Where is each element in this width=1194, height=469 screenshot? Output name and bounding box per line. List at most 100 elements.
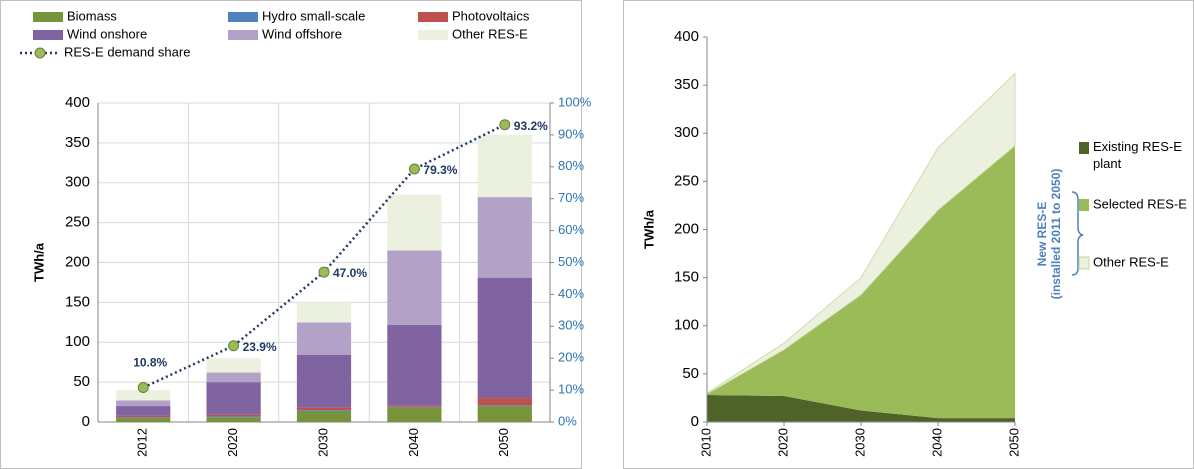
annotation: New RES-E	[1035, 202, 1049, 267]
x-tick-label: 2040	[929, 428, 944, 457]
y-tick-label: 250	[65, 214, 90, 231]
bar-segment	[387, 250, 442, 325]
bar-segment	[477, 406, 532, 422]
line-marker	[318, 266, 330, 278]
bar-segment	[296, 410, 352, 422]
x-tick-label: 2010	[698, 428, 713, 457]
y-tick-label: 350	[65, 134, 90, 151]
legend-label: Existing RES-E plant	[1093, 139, 1182, 171]
legend-swatch	[418, 12, 448, 22]
y-tick-label: 400	[674, 28, 699, 45]
y-tick-label: 250	[674, 172, 699, 189]
x-tick-label: 2050	[1006, 428, 1021, 457]
bar-segment	[206, 414, 261, 417]
line-marker	[408, 163, 420, 175]
legend-swatch	[1079, 199, 1089, 211]
bar-segment	[477, 277, 532, 399]
area	[707, 395, 1015, 422]
bar-segment	[206, 372, 261, 383]
bar-segment	[296, 407, 352, 411]
legend-label: Wind onshore	[67, 26, 147, 41]
bar-segment	[296, 302, 352, 323]
y2-tick-label: 50%	[558, 254, 584, 269]
bar-segment	[116, 417, 171, 419]
bar-segment	[116, 390, 171, 401]
legend-label: Wind offshore	[262, 26, 342, 41]
data-label: 10.8%	[133, 356, 167, 370]
legend-label: Selected RES-E	[1093, 196, 1187, 211]
bar-segment	[206, 382, 261, 415]
line-marker	[228, 340, 240, 352]
legend-swatch	[1078, 256, 1090, 270]
y2-tick-label: 30%	[558, 318, 584, 333]
bar-segment	[296, 355, 352, 408]
bar-segment	[477, 405, 532, 407]
y-tick-label: 200	[674, 220, 699, 237]
legend-marker	[34, 47, 46, 59]
line-marker	[499, 119, 511, 131]
line-marker	[137, 382, 149, 394]
legend-swatch	[418, 30, 448, 40]
bar-segment	[206, 358, 261, 373]
y-tick-label: 400	[65, 94, 90, 111]
bar-segment	[387, 406, 442, 408]
y-tick-label: 100	[674, 317, 699, 334]
data-label: 23.9%	[243, 340, 277, 354]
y2-tick-label: 60%	[558, 222, 584, 237]
data-label: 47.0%	[333, 266, 367, 280]
y2-tick-label: 70%	[558, 190, 584, 205]
bar-segment	[206, 417, 261, 422]
legend-swatch	[1079, 142, 1089, 154]
y-tick-label: 100	[65, 333, 90, 350]
y2-tick-label: 40%	[558, 286, 584, 301]
x-tick-label: 2030	[315, 428, 330, 457]
bar-segment	[116, 400, 171, 407]
y-tick-label: 0	[82, 413, 90, 430]
x-tick-label: 2020	[775, 428, 790, 457]
bar-segment	[206, 416, 261, 418]
y2-tick-label: 100%	[558, 94, 592, 109]
bar-segment	[387, 405, 442, 407]
y-tick-label: 150	[65, 293, 90, 310]
y2-tick-label: 90%	[558, 126, 584, 141]
bar-segment	[387, 324, 442, 406]
legend-label: Other RES-E	[452, 26, 528, 41]
legend-swatch	[33, 12, 63, 22]
data-label: 79.3%	[423, 163, 457, 177]
legend-label: Photovoltaics	[452, 8, 530, 23]
legend-label: Other RES-E	[1093, 254, 1169, 269]
y2-tick-label: 0%	[558, 413, 577, 428]
legend-swatch	[33, 30, 63, 40]
bar-segment	[477, 197, 532, 278]
y-tick-label: 300	[674, 124, 699, 141]
y-tick-label: 300	[65, 174, 90, 191]
y-tick-label: 50	[73, 373, 90, 390]
x-tick-label: 2050	[496, 428, 511, 457]
legend-label: RES-E demand share	[64, 44, 190, 59]
bar-segment	[116, 418, 171, 422]
bar-segment	[387, 194, 442, 251]
bar-segment	[477, 134, 532, 198]
legend-bracket	[1071, 191, 1084, 276]
legend-label: Hydro small-scale	[262, 8, 365, 23]
legend-swatch	[228, 30, 258, 40]
x-tick-label: 2020	[225, 428, 240, 457]
bar-segment	[296, 410, 352, 411]
y2-tick-label: 20%	[558, 350, 584, 365]
bar-segment	[296, 322, 352, 356]
data-label: 93.2%	[514, 119, 548, 133]
legend-swatch	[228, 12, 258, 22]
y-tick-label: 350	[674, 76, 699, 93]
legend-label: Biomass	[67, 8, 117, 23]
x-tick-label: 2012	[135, 428, 150, 457]
y-tick-label: 0	[691, 413, 699, 430]
y2-tick-label: 10%	[558, 382, 584, 397]
area	[706, 72, 1016, 395]
y-axis-label: TWh/a	[31, 242, 46, 282]
bar-segment	[116, 406, 171, 416]
x-tick-label: 2040	[406, 428, 421, 457]
y-axis-label: TWh/a	[641, 209, 656, 249]
bar-segment	[387, 407, 442, 422]
bar-segment	[116, 415, 171, 418]
